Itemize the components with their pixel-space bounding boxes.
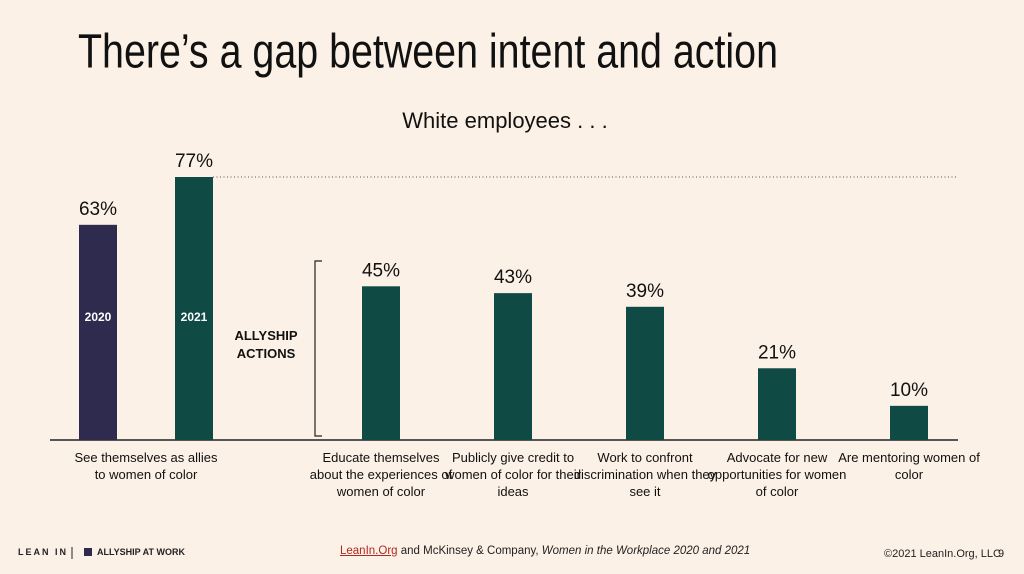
bar: [79, 224, 117, 440]
bar: [362, 286, 400, 440]
x-tick-label: Educate themselves about the experiences…: [309, 450, 453, 499]
bracket: [314, 260, 322, 437]
bar: [494, 293, 532, 440]
source-link[interactable]: LeanIn.Org: [340, 545, 398, 557]
x-tick-label: Advocate for new opportunities for women…: [707, 450, 847, 499]
brand: LEAN IN: [18, 547, 68, 557]
copyright: ©2021 LeanIn.Org, LLC: [884, 548, 1001, 560]
bar: [758, 368, 796, 440]
source: LeanIn.Org and McKinsey & Company, Women…: [340, 545, 750, 557]
value-label: 63%: [79, 199, 117, 220]
source-text: and McKinsey & Company,: [397, 545, 542, 557]
source-title: Women in the Workplace 2020 and 2021: [541, 545, 751, 557]
bar: [626, 306, 664, 440]
value-label: 45%: [362, 260, 400, 281]
x-tick-label: See themselves as allies to women of col…: [74, 450, 218, 482]
value-label: 10%: [890, 380, 928, 401]
series-label: 2021: [181, 310, 208, 324]
page-number: 9: [998, 548, 1005, 560]
series-label: 2020: [85, 310, 112, 324]
logo-icon: [84, 548, 92, 556]
annotation: ALLYSHIP ACTIONS: [234, 328, 297, 361]
chart-title: There’s a gap between intent and action: [78, 26, 778, 79]
x-tick-label: Are mentoring women of color: [838, 450, 980, 482]
value-label: 21%: [758, 342, 796, 363]
program: ALLYSHIP AT WORK: [97, 547, 186, 557]
value-label: 43%: [494, 267, 532, 288]
x-tick-label: Work to confront discrimination when the…: [573, 450, 717, 499]
value-label: 39%: [626, 281, 664, 302]
bar: [175, 177, 213, 440]
value-label: 77%: [175, 151, 213, 172]
bar: [890, 405, 928, 440]
x-tick-label: Publicly give credit to women of color f…: [445, 450, 581, 499]
chart-subtitle: White employees . . .: [402, 108, 607, 133]
